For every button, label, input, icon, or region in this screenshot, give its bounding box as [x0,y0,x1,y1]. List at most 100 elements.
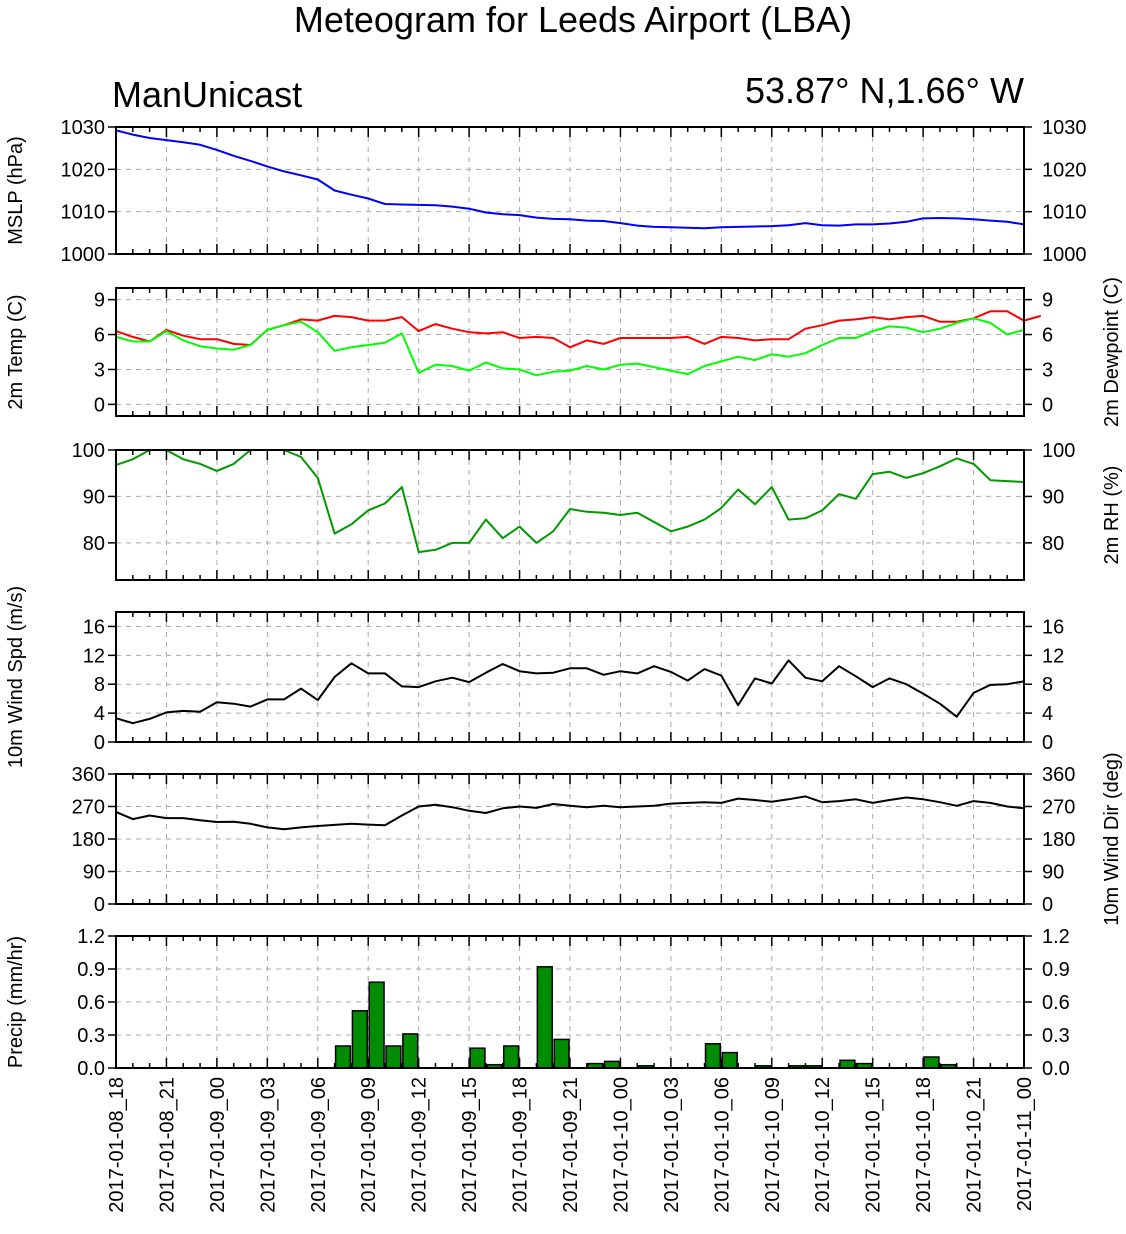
x-tick-label: 2017-01-10_21 [964,1077,986,1213]
y-axis-label-left: 2m Temp (C) [5,294,27,409]
y-tick-label-right: 0.0 [1042,1058,1070,1080]
mslp-series-line [115,129,1025,230]
y-tick-label-left: 270 [72,797,105,819]
y-axis-label-left: MSLP (hPa) [5,136,27,245]
y-tick-label-right: 270 [1042,797,1075,819]
y-tick-label-left: 90 [83,862,105,884]
precip-bar [721,1051,738,1069]
panel-rh: 80 80 90 90 100 100 2m RH (%) [72,440,1123,581]
precip-bar [923,1056,940,1069]
x-tick-label: 2017-01-09_03 [257,1077,279,1213]
model-name: ManUnicast [112,74,303,115]
y-tick-label-left: 0.0 [77,1058,105,1080]
y-tick-label-right: 0.9 [1042,959,1070,981]
x-tick-label: 2017-01-09_00 [207,1077,229,1213]
y-axis-label-right: 2m Dewpoint (C) [1101,277,1123,427]
x-tick-label: 2017-01-09_15 [459,1077,481,1213]
x-tick-label: 2017-01-09_21 [560,1077,582,1213]
x-tick-label: 2017-01-10_12 [812,1077,834,1213]
y-tick-label-right: 180 [1042,829,1075,851]
x-tick-label: 2017-01-09_06 [308,1077,330,1213]
y-tick-label-right: 0 [1042,394,1053,416]
y-tick-label-left: 1000 [61,244,106,266]
y-axis-label-left: 10m Wind Spd (m/s) [5,586,27,768]
x-tick-label: 2017-01-10_00 [610,1077,632,1213]
y-tick-label-right: 100 [1042,440,1075,462]
precip-bar [368,981,385,1069]
x-tick-label: 2017-01-09_12 [409,1077,431,1213]
y-tick-label-right: 1.2 [1042,926,1070,948]
y-tick-label-left: 6 [94,325,105,347]
precip-bar [704,1043,722,1069]
y-tick-label-right: 0.3 [1042,1025,1070,1047]
y-tick-label-left: 4 [94,703,105,725]
y-axis-label-left: Precip (mm/hr) [5,936,27,1068]
y-tick-label-left: 3 [94,359,105,381]
y-tick-label-right: 1030 [1042,117,1087,139]
panel-wdir: 0 0 90 90 180 180 270 270 360 360 10m Wind Dir (de… [72,752,1123,925]
y-tick-label-right: 1010 [1042,202,1087,224]
precip-bar [334,1045,352,1069]
wdir-series-line [115,795,1025,831]
y-tick-label-left: 180 [72,829,105,851]
precip-bar [839,1059,856,1069]
x-tick-label: 2017-01-08_18 [106,1077,128,1213]
y-tick-label-right: 80 [1042,533,1064,555]
y-tick-label-right: 16 [1042,616,1064,638]
y-tick-label-left: 90 [83,486,105,508]
y-tick-label-left: 0.9 [77,959,105,981]
panel-wspd: 0 0 4 4 8 8 12 12 16 16 10m Wind Spd (m/s) [5,586,1064,768]
y-tick-label-right: 90 [1042,486,1064,508]
y-tick-label-right: 4 [1042,703,1053,725]
temp-series-line [115,317,1025,377]
y-tick-label-right: 6 [1042,325,1053,347]
x-tick-label: 2017-01-11_00 [1014,1077,1036,1211]
y-tick-label-right: 9 [1042,290,1053,312]
y-tick-label-right: 0 [1042,732,1053,754]
y-tick-label-left: 9 [94,290,105,312]
y-tick-label-left: 0 [94,894,105,916]
y-axis-label-right: 2m RH (%) [1101,466,1123,565]
chart-title: Meteogram for Leeds Airport (LBA) [293,0,853,40]
precip-bar [351,1010,368,1069]
y-tick-label-right: 3 [1042,359,1053,381]
y-tick-label-left: 0 [94,732,105,754]
precip-bar [536,966,553,1069]
precip-bar [402,1033,419,1069]
x-tick-label: 2017-01-08_21 [156,1077,178,1213]
y-tick-label-right: 12 [1042,645,1064,667]
panel-precip: 0.0 0.0 0.3 0.3 0.6 0.6 0.9 0.9 1.2 1.2 Precip (mm… [5,926,1070,1080]
wspd-series-line [115,659,1025,725]
panel-mslp: 1000 1000 1010 1010 1020 1020 1030 1030 MSLP (hP… [5,117,1087,266]
precip-bar [469,1047,486,1069]
y-tick-label-right: 1000 [1042,244,1087,266]
y-tick-label-left: 1010 [61,202,106,224]
y-tick-label-left: 1.2 [77,926,105,948]
y-tick-label-right: 90 [1042,862,1064,884]
precip-bar [502,1045,520,1069]
x-tick-label: 2017-01-10_18 [913,1077,935,1213]
y-tick-label-right: 8 [1042,674,1053,696]
y-tick-label-left: 8 [94,674,105,696]
x-tick-label: 2017-01-10_03 [661,1077,683,1213]
x-tick-label: 2017-01-10_09 [762,1077,784,1213]
location-coordinates: 53.87° N,1.66° W [745,70,1024,111]
y-tick-label-left: 100 [72,440,105,462]
y-tick-label-left: 1030 [61,117,106,139]
x-tick-label: 2017-01-09_09 [358,1077,380,1213]
x-tick-label: 2017-01-10_06 [711,1077,733,1213]
y-tick-label-right: 0 [1042,894,1053,916]
x-tick-label: 2017-01-10_15 [863,1077,885,1213]
y-tick-label-right: 360 [1042,764,1075,786]
y-tick-label-left: 0.3 [77,1025,105,1047]
y-axis-label-right: 10m Wind Dir (deg) [1101,752,1123,925]
y-tick-label-left: 80 [83,533,105,555]
precip-bar [385,1045,402,1069]
y-tick-label-left: 16 [83,616,105,638]
precip-bar [553,1038,570,1069]
y-tick-label-left: 0.6 [77,992,105,1014]
x-tick-label: 2017-01-09_18 [510,1077,532,1213]
y-tick-label-left: 360 [72,764,105,786]
y-tick-label-right: 1020 [1042,159,1087,181]
